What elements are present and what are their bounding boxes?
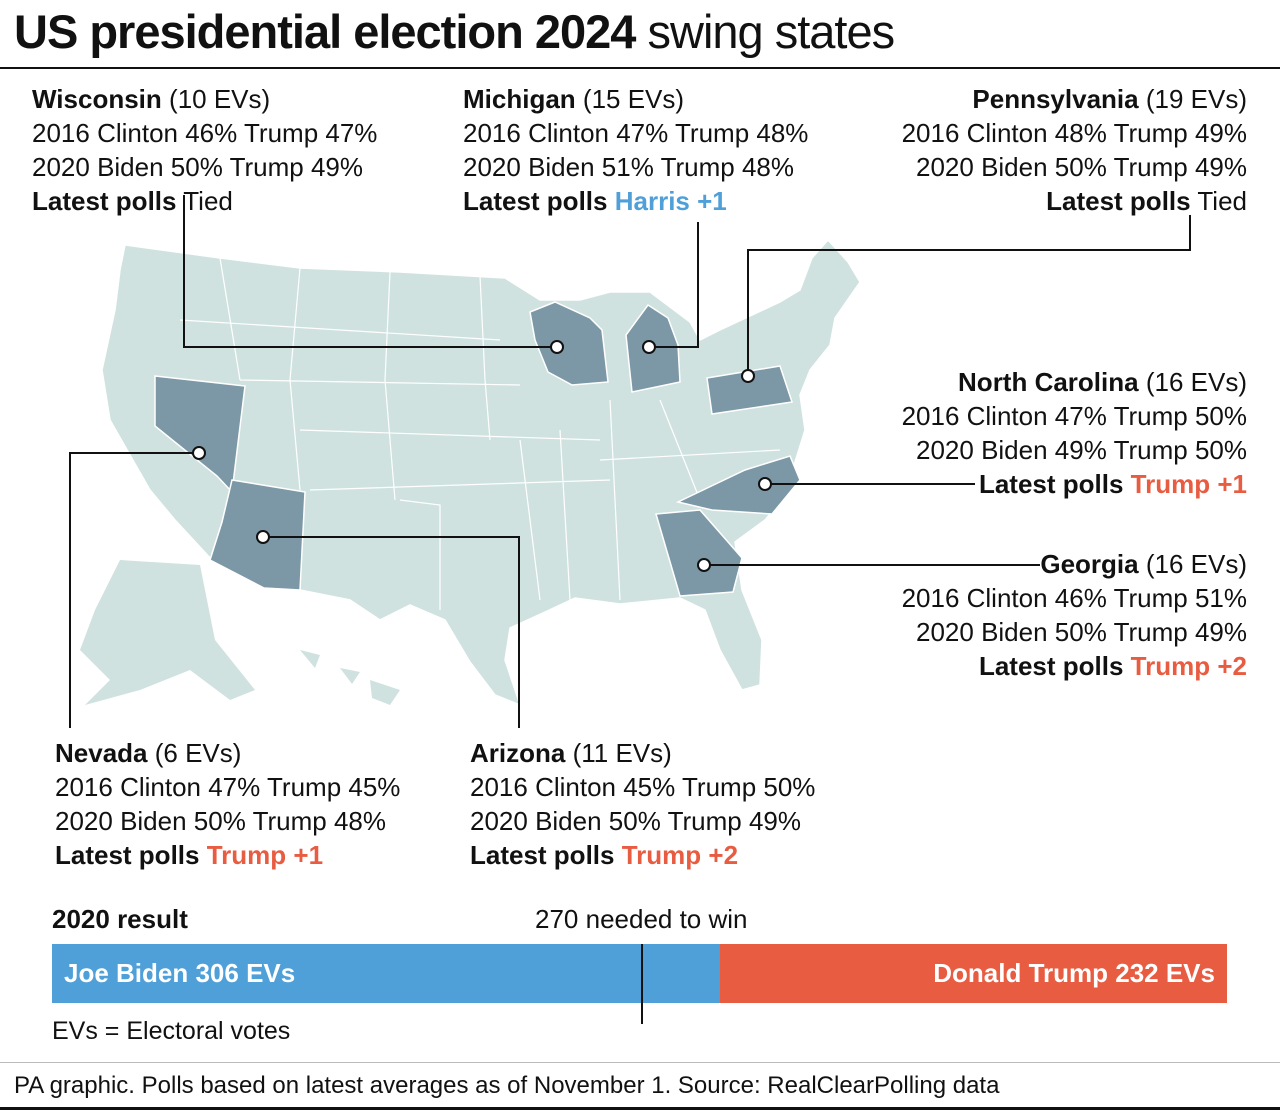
state-evs: (6 EVs) bbox=[154, 738, 242, 768]
nevada-info: Nevada (6 EVs) 2016 Clinton 47% Trump 45… bbox=[55, 736, 400, 872]
state-wisconsin bbox=[529, 301, 609, 386]
result-2020: 2020 Biden 50% Trump 49% bbox=[470, 806, 801, 836]
pennsylvania-connector bbox=[747, 215, 1191, 376]
result-2016: 2016 Clinton 47% Trump 45% bbox=[55, 772, 401, 802]
threshold-label: 270 needed to win bbox=[535, 904, 748, 934]
title-bold: US presidential election 2024 bbox=[14, 5, 636, 58]
wisconsin-info: Wisconsin (10 EVs) 2016 Clinton 46% Trum… bbox=[32, 82, 377, 218]
threshold-line bbox=[640, 944, 643, 1024]
result-2016: 2016 Clinton 47% Trump 48% bbox=[463, 118, 809, 148]
footer-source: PA graphic. Polls based on latest averag… bbox=[14, 1072, 1000, 1099]
result-2020: 2020 Biden 50% Trump 49% bbox=[916, 617, 1247, 647]
state-pennsylvania bbox=[706, 365, 793, 415]
result-2016: 2016 Clinton 48% Trump 49% bbox=[901, 118, 1247, 148]
arizona-info: Arizona (11 EVs) 2016 Clinton 45% Trump … bbox=[470, 736, 815, 872]
polls-value: Trump +1 bbox=[1130, 469, 1247, 499]
state-nevada bbox=[154, 375, 246, 494]
nevada-marker bbox=[192, 446, 206, 460]
result-2020: 2020 Biden 50% Trump 49% bbox=[32, 152, 363, 182]
result-2020: 2020 Biden 49% Trump 50% bbox=[916, 435, 1247, 465]
polls-value: Tied bbox=[183, 186, 233, 216]
polls-label: Latest polls bbox=[32, 186, 177, 216]
result-2016: 2016 Clinton 46% Trump 51% bbox=[901, 583, 1247, 613]
polls-label: Latest polls bbox=[978, 469, 1124, 499]
pennsylvania-info: Pennsylvania (19 EVs) 2016 Clinton 48% T… bbox=[902, 82, 1247, 218]
arizona-connector bbox=[263, 536, 520, 728]
state-evs: (16 EVs) bbox=[1145, 367, 1247, 397]
state-name: Nevada bbox=[55, 738, 148, 768]
connector-lines bbox=[69, 195, 1191, 728]
michigan-info: Michigan (15 EVs) 2016 Clinton 47% Trump… bbox=[463, 82, 808, 218]
michigan-marker bbox=[642, 340, 656, 354]
result-2016: 2016 Clinton 47% Trump 50% bbox=[901, 401, 1247, 431]
pennsylvania-marker bbox=[741, 369, 755, 383]
bottom-rule bbox=[0, 1107, 1280, 1110]
polls-value: Tied bbox=[1197, 186, 1247, 216]
nevada-connector bbox=[69, 452, 199, 728]
polls-value: Trump +2 bbox=[1130, 651, 1247, 681]
footer-divider bbox=[0, 1062, 1280, 1063]
state-name: Wisconsin bbox=[32, 84, 162, 114]
polls-label: Latest polls bbox=[978, 651, 1124, 681]
north-carolina-info: North Carolina (16 EVs) 2016 Clinton 47%… bbox=[902, 365, 1247, 501]
polls-value: Trump +2 bbox=[621, 840, 739, 870]
result-2020: 2020 Biden 51% Trump 48% bbox=[463, 152, 794, 182]
arizona-marker bbox=[256, 530, 270, 544]
state-evs: (15 EVs) bbox=[582, 84, 685, 114]
evs-note: EVs = Electoral votes bbox=[52, 1017, 291, 1045]
polls-label: Latest polls bbox=[463, 186, 608, 216]
state-evs: (11 EVs) bbox=[572, 738, 672, 768]
state-north-carolina bbox=[675, 455, 801, 515]
wisconsin-marker bbox=[550, 340, 564, 354]
state-name: Pennsylvania bbox=[972, 84, 1139, 114]
result-2020: 2020 Biden 50% Trump 48% bbox=[55, 806, 386, 836]
biden-bar: Joe Biden 306 EVs bbox=[52, 944, 721, 1003]
state-evs: (16 EVs) bbox=[1145, 549, 1247, 579]
state-georgia bbox=[655, 509, 743, 597]
polls-value: Harris +1 bbox=[614, 186, 727, 216]
state-evs: (10 EVs) bbox=[169, 84, 271, 114]
result-2020: 2020 Biden 50% Trump 49% bbox=[916, 152, 1247, 182]
result-heading: 2020 result bbox=[52, 904, 188, 934]
polls-label: Latest polls bbox=[1046, 186, 1191, 216]
state-evs: (19 EVs) bbox=[1145, 84, 1247, 114]
title-regular: swing states bbox=[647, 5, 896, 58]
alaska bbox=[80, 560, 255, 705]
polls-label: Latest polls bbox=[55, 840, 200, 870]
state-borders bbox=[179, 257, 781, 610]
result-2016: 2016 Clinton 45% Trump 50% bbox=[470, 772, 816, 802]
state-name: Arizona bbox=[470, 738, 566, 768]
polls-value: Trump +1 bbox=[206, 840, 324, 870]
us-map bbox=[69, 195, 1191, 728]
state-name: North Carolina bbox=[958, 367, 1139, 397]
trump-bar: Donald Trump 232 EVs bbox=[720, 944, 1227, 1003]
north-carolina-marker bbox=[758, 477, 772, 491]
state-name: Georgia bbox=[1040, 549, 1139, 579]
biden-label: Joe Biden 306 EVs bbox=[64, 958, 296, 988]
polls-label: Latest polls bbox=[470, 840, 615, 870]
state-name: Michigan bbox=[463, 84, 576, 114]
hawaii bbox=[300, 650, 400, 705]
georgia-info: Georgia (16 EVs) 2016 Clinton 46% Trump … bbox=[902, 547, 1247, 683]
trump-label: Donald Trump 232 EVs bbox=[933, 958, 1215, 988]
georgia-marker bbox=[697, 558, 711, 572]
page-title: US presidential election 2024 swing stat… bbox=[14, 4, 896, 59]
result-2016: 2016 Clinton 46% Trump 47% bbox=[32, 118, 378, 148]
title-divider bbox=[0, 67, 1280, 69]
michigan-connector bbox=[649, 222, 699, 348]
wisconsin-connector bbox=[183, 195, 557, 348]
